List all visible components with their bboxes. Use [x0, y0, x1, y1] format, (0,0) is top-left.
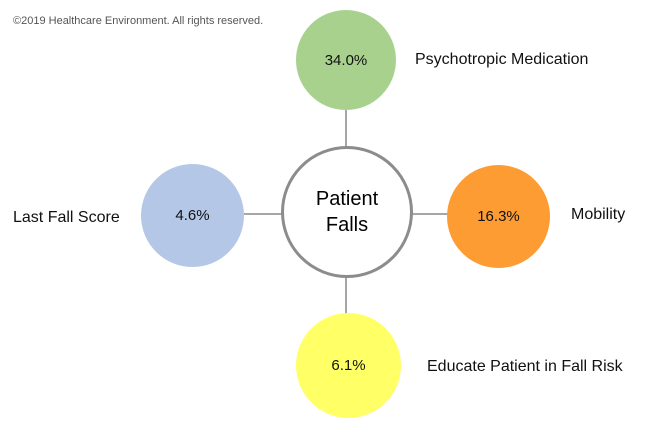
mobility-circle: 16.3% — [447, 165, 550, 268]
patient-falls-hub: Patient Falls — [281, 146, 413, 278]
last-fall-score-circle: 4.6% — [141, 164, 244, 267]
last-fall-score-label: Last Fall Score — [13, 209, 120, 226]
mobility-value: 16.3% — [477, 208, 520, 225]
mobility-label: Mobility — [571, 206, 626, 223]
last-fall-score-value: 4.6% — [175, 207, 210, 224]
connector-top — [345, 110, 347, 147]
psychotropic-medication-label: Psychotropic Medication — [415, 51, 589, 68]
hub-label-line2: Falls — [325, 214, 369, 236]
psychotropic-medication-circle: 34.0% — [296, 10, 396, 110]
connector-left — [244, 213, 282, 215]
psychotropic-medication-value: 34.0% — [324, 51, 368, 69]
educate-patient-circle: 6.1% — [296, 313, 401, 418]
copyright-notice: ©2019 Healthcare Environment. All rights… — [13, 15, 264, 27]
connector-bottom — [345, 277, 347, 314]
connector-right — [412, 213, 448, 215]
educate-patient-label: Educate Patient in Fall Risk — [427, 358, 623, 375]
educate-patient-value: 6.1% — [331, 357, 366, 374]
hub-label-line1: Patient — [315, 188, 379, 210]
